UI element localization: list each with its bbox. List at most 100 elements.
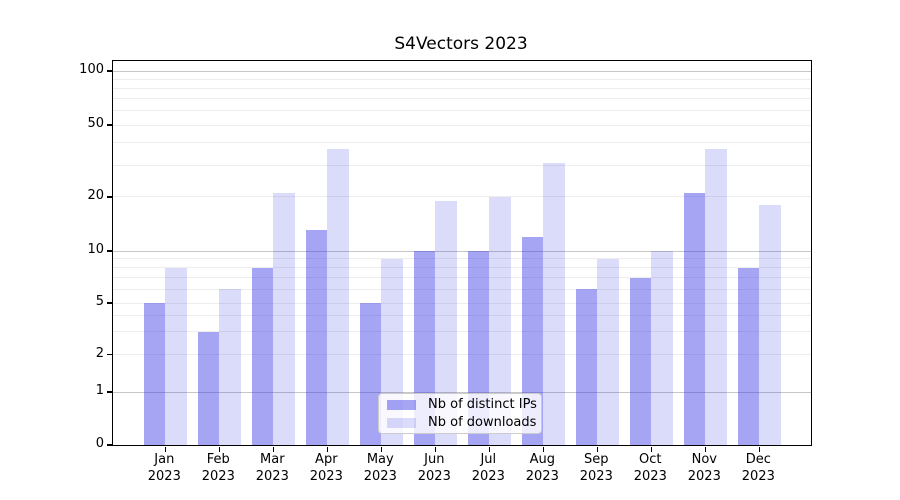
x-tick-label-nov: Nov 2023 (672, 451, 736, 485)
y-tick-label-100: 100 (79, 62, 104, 77)
bar-ips-may (359, 303, 382, 445)
x-tick-label-sep: Sep 2023 (564, 451, 628, 485)
x-tick-label-may: May 2023 (348, 451, 412, 485)
bar-downloads-nov (705, 148, 727, 445)
x-tick-label-month: Feb (206, 452, 230, 467)
x-tick-label-year: 2023 (363, 469, 397, 484)
x-tick-may (380, 447, 383, 452)
x-tick-label-apr: Apr 2023 (294, 451, 358, 485)
x-tick-label-month: Jul (480, 452, 497, 467)
bar-downloads-aug (543, 162, 565, 445)
x-tick-apr (326, 447, 329, 452)
x-tick-label-year: 2023 (525, 469, 559, 484)
gridline-major-100 (113, 70, 811, 72)
gridline-minor-20 (113, 196, 811, 198)
gridline-minor-80 (113, 87, 811, 89)
bar-downloads-jul (489, 196, 511, 445)
legend-item-distinct-ips: Nb of distinct IPs (387, 397, 537, 412)
y-tick-10 (107, 250, 112, 252)
legend: Nb of distinct IPs Nb of downloads (378, 393, 542, 434)
gridline-minor-70 (113, 98, 811, 100)
plot-area: Nb of distinct IPs Nb of downloads (107, 60, 812, 452)
bar-ips-mar (251, 267, 274, 445)
y-tick-20 (107, 196, 112, 198)
x-tick-jul (488, 447, 491, 452)
gridline-minor-90 (113, 78, 811, 80)
x-tick-label-jan: Jan 2023 (132, 451, 196, 485)
y-tick-label-20: 20 (87, 187, 104, 203)
x-tick-label-mar: Mar 2023 (240, 451, 304, 485)
x-tick-label-year: 2023 (417, 469, 451, 484)
legend-swatch-downloads (387, 417, 416, 428)
x-tick-label-month: Dec (745, 452, 771, 467)
legend-label-downloads: Nb of downloads (428, 415, 537, 430)
x-tick-mar (272, 447, 275, 452)
y-tick-label-10: 10 (87, 242, 104, 257)
gridline-minor-5 (113, 302, 811, 304)
x-tick-feb (218, 447, 221, 452)
chart-title: S4Vectors 2023 (394, 34, 528, 54)
y-tick-0 (107, 444, 112, 446)
x-tick-label-year: 2023 (633, 469, 667, 484)
y-tick-50 (107, 124, 112, 126)
bar-ips-sep (575, 289, 598, 445)
x-tick-label-year: 2023 (201, 469, 235, 484)
gridline-minor-6 (113, 288, 811, 290)
x-tick-nov (704, 447, 707, 452)
y-tick-100 (107, 70, 112, 72)
gridline-minor-4 (113, 315, 811, 317)
bar-downloads-jun (435, 200, 457, 445)
x-tick-label-year: 2023 (309, 469, 343, 484)
bar-ips-aug (521, 236, 544, 445)
y-tick-1 (107, 391, 112, 393)
x-tick-dec (758, 447, 761, 452)
x-tick-sep (596, 447, 599, 452)
x-tick-label-month: Jun (424, 452, 445, 467)
gridline-minor-40 (113, 142, 811, 144)
x-tick-label-jun: Jun 2023 (402, 451, 466, 485)
bar-ips-nov (683, 193, 706, 445)
gridline-major-10 (113, 250, 811, 252)
x-tick-label-month: Sep (584, 452, 609, 467)
x-tick-label-year: 2023 (579, 469, 613, 484)
x-tick-label-dec: Dec 2023 (726, 451, 790, 485)
y-tick-label-1: 1 (95, 383, 104, 398)
gridline-major-1 (113, 391, 811, 393)
gridline-minor-9 (113, 258, 811, 260)
x-tick-label-year: 2023 (255, 469, 289, 484)
x-tick-label-oct: Oct 2023 (618, 451, 682, 485)
x-tick-oct (650, 447, 653, 452)
x-tick-aug (542, 447, 545, 452)
x-tick-label-month: May (366, 452, 394, 467)
bar-downloads-sep (597, 258, 619, 445)
gridline-minor-60 (113, 110, 811, 112)
x-tick-label-jul: Jul 2023 (456, 451, 520, 485)
y-tick-label-0: 0 (95, 436, 104, 451)
x-tick-jun (434, 447, 437, 452)
legend-label-distinct-ips: Nb of distinct IPs (428, 397, 537, 412)
legend-item-downloads: Nb of downloads (387, 415, 537, 430)
x-tick-jan (164, 447, 167, 452)
x-tick-label-month: Aug (529, 452, 555, 467)
bar-downloads-oct (651, 251, 673, 445)
bar-ips-oct (629, 277, 652, 445)
bar-downloads-apr (327, 148, 349, 445)
gridline-minor-50 (113, 124, 811, 126)
x-tick-label-month: Oct (639, 452, 662, 467)
gridline-minor-2 (113, 354, 811, 355)
bar-downloads-jan (165, 267, 187, 445)
y-tick-label-50: 50 (87, 116, 104, 132)
x-tick-label-month: Apr (315, 452, 338, 467)
x-tick-label-feb: Feb 2023 (186, 451, 250, 485)
x-tick-label-year: 2023 (471, 469, 505, 484)
bar-downloads-dec (759, 205, 781, 445)
gridline-minor-8 (113, 267, 811, 269)
legend-swatch-distinct-ips (387, 399, 416, 410)
x-tick-label-aug: Aug 2023 (510, 451, 574, 485)
x-tick-label-month: Mar (260, 452, 285, 467)
gridline-minor-7 (113, 277, 811, 279)
gridline-minor-30 (113, 164, 811, 166)
y-tick-5 (107, 302, 112, 304)
bar-ips-dec (737, 267, 760, 445)
